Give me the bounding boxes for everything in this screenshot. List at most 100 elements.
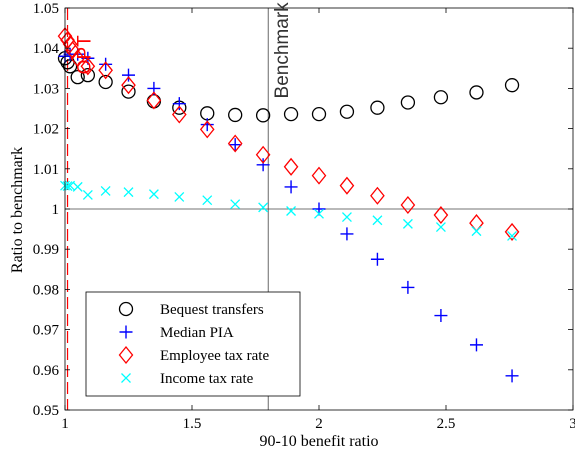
data-point [341,212,352,222]
data-point [286,206,297,216]
data-point [435,222,446,233]
data-point [172,97,186,111]
data-point [171,105,187,124]
data-point [255,145,271,164]
x-tick-label: 2 [315,416,323,432]
series-layer [57,27,520,383]
legend-marker [119,325,133,339]
data-point [123,187,134,198]
legend-label: Income tax rate [160,371,254,387]
y-tick-label: 0.95 [33,403,59,419]
data-point [505,369,519,383]
data-point [283,157,299,176]
legend-marker [118,301,134,317]
y-tick-label: 1.05 [33,1,59,17]
benchmark-label: Benchmark [272,2,293,99]
data-point [504,78,520,93]
data-point [148,189,159,200]
data-point [400,195,416,215]
data-point [402,218,413,229]
x-tick-label: 3 [569,416,575,432]
data-point [230,199,241,210]
series-1 [58,47,519,383]
series-2 [57,27,520,241]
data-point [174,191,185,202]
data-point [370,186,385,205]
data-point [70,69,85,85]
data-point [100,185,111,196]
data-point [202,195,213,206]
legend-label: Median PIA [160,325,234,341]
data-point [80,67,96,83]
y-tick-label: 0.97 [33,323,60,339]
data-point [199,120,215,139]
x-tick-label: 1 [61,416,69,432]
data-point [258,202,269,213]
y-tick-label: 1.04 [33,41,60,57]
data-point [62,181,73,192]
data-point [80,57,96,76]
data-point [72,181,83,192]
legend-marker [121,373,131,383]
x-axis-label: 90-10 benefit ratio [259,433,378,450]
legend-label: Employee tax rate [160,348,269,364]
data-point [370,252,384,266]
data-point [433,90,449,105]
data-point [400,95,416,110]
data-point [121,84,136,99]
data-point [433,205,449,225]
data-point [82,189,93,200]
data-point [98,74,113,90]
data-point [283,106,299,122]
data-point [434,309,448,323]
data-point [471,226,482,237]
y-tick-label: 1.01 [33,162,59,178]
data-point [255,108,271,123]
y-tick-label: 1.03 [33,81,59,97]
y-tick-label: 1.02 [33,122,59,138]
data-point [62,35,78,54]
data-point [339,176,355,195]
legend: Bequest transfers Median PIA Employee tax … [85,291,301,397]
data-point [200,118,214,132]
data-point [121,76,136,95]
data-point [228,107,243,123]
data-point [146,91,162,110]
data-point [122,68,135,82]
data-point [99,57,113,71]
data-point [401,280,415,294]
data-point [311,106,327,122]
data-point [228,138,242,152]
x-tick-label: 2.5 [437,416,456,432]
data-point [314,208,324,219]
data-point [339,104,355,119]
data-point [227,134,243,153]
data-point [98,61,113,80]
legend-label: Bequest transfers [160,302,264,318]
data-point [469,85,484,100]
opt-label: OPT [75,35,96,74]
data-point [284,180,298,194]
data-point [256,158,270,172]
x-tick-label: 1.5 [183,416,202,432]
legend-marker [118,345,134,365]
legend-box [85,291,301,397]
data-point [504,222,520,241]
data-point [340,227,354,241]
data-point [372,215,383,226]
y-tick-label: 0.98 [33,282,59,298]
y-tick-label: 0.99 [33,242,59,258]
y-tick-label: 0.96 [33,363,60,379]
series-0 [57,51,520,123]
data-point [469,338,483,352]
series-3 [60,180,517,241]
data-point [70,49,86,68]
y-tick-label: 1 [52,202,60,218]
data-point [507,230,517,241]
y-axis-label: Ratio to benchmark [9,147,26,273]
data-point [65,41,80,60]
data-point [370,100,385,115]
axes-layer: 1 1.5 2 2.5 3 0.95 0.96 0.97 0.98 0.99 1 1.01 1.02 1.… [33,1,575,432]
data-point [311,166,327,185]
